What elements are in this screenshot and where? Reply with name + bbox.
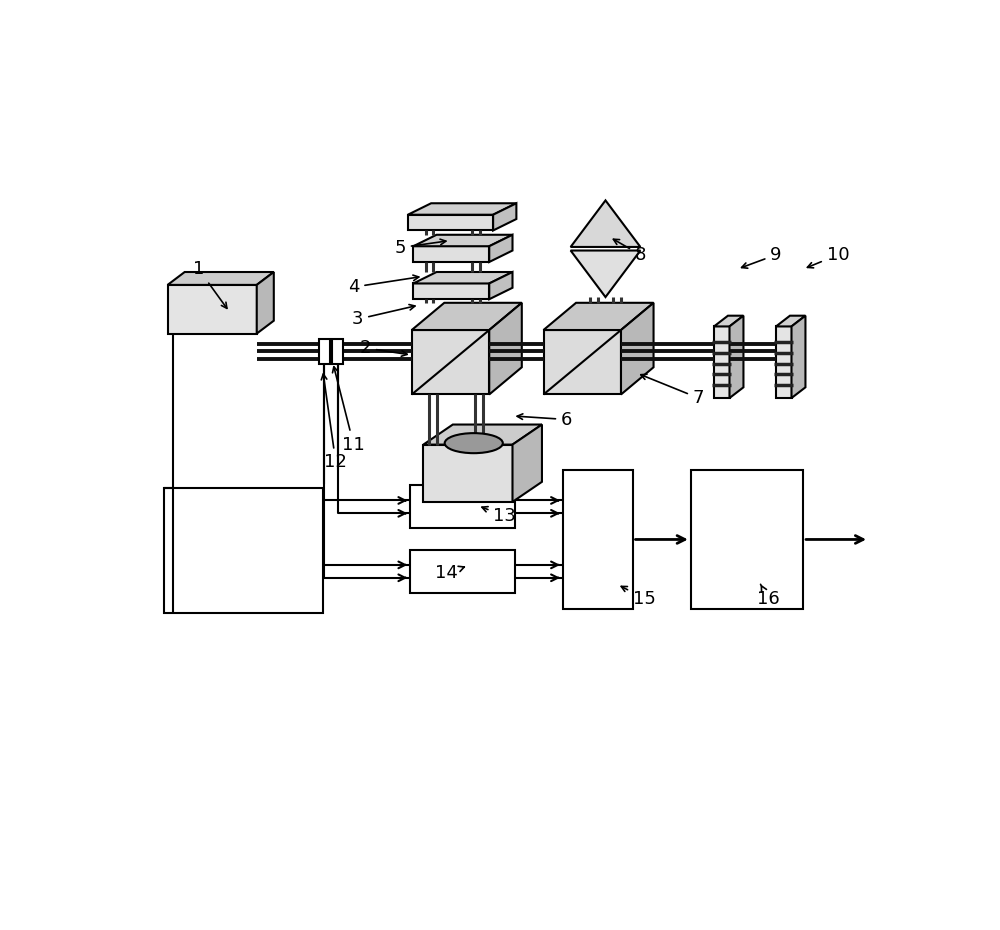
- Polygon shape: [168, 272, 274, 285]
- Polygon shape: [571, 250, 640, 297]
- Bar: [410, 550, 515, 592]
- Text: 11: 11: [333, 366, 365, 454]
- Polygon shape: [493, 204, 516, 231]
- Polygon shape: [489, 303, 522, 394]
- Text: 16: 16: [757, 584, 780, 607]
- Bar: [691, 470, 803, 609]
- Text: 15: 15: [621, 587, 656, 607]
- Polygon shape: [423, 424, 542, 445]
- Polygon shape: [571, 200, 640, 247]
- Polygon shape: [412, 303, 522, 330]
- Text: 1: 1: [193, 260, 227, 309]
- Polygon shape: [792, 315, 805, 398]
- Text: 5: 5: [394, 239, 446, 257]
- Polygon shape: [714, 315, 743, 326]
- Polygon shape: [544, 303, 654, 330]
- Text: 9: 9: [742, 246, 782, 268]
- Polygon shape: [621, 303, 654, 394]
- Text: 12: 12: [321, 374, 347, 472]
- Polygon shape: [408, 215, 493, 231]
- Polygon shape: [413, 284, 489, 299]
- Polygon shape: [168, 285, 257, 334]
- Bar: [164, 487, 323, 613]
- Polygon shape: [512, 424, 542, 502]
- Bar: [410, 485, 515, 528]
- Text: 14: 14: [435, 565, 464, 582]
- Polygon shape: [257, 272, 274, 334]
- Polygon shape: [413, 246, 489, 262]
- Text: 13: 13: [482, 507, 516, 525]
- Polygon shape: [730, 315, 743, 398]
- Text: 10: 10: [807, 246, 849, 268]
- Ellipse shape: [445, 433, 503, 453]
- Polygon shape: [412, 330, 489, 394]
- Bar: [332, 339, 343, 364]
- Polygon shape: [489, 272, 512, 299]
- Text: 2: 2: [360, 339, 407, 357]
- Text: 7: 7: [641, 374, 704, 407]
- Polygon shape: [776, 315, 805, 326]
- Text: 8: 8: [613, 239, 646, 264]
- Text: 6: 6: [517, 410, 572, 429]
- Polygon shape: [714, 326, 730, 398]
- Polygon shape: [776, 326, 792, 398]
- Polygon shape: [489, 234, 512, 262]
- Text: 3: 3: [352, 304, 415, 328]
- Bar: [319, 339, 330, 364]
- Polygon shape: [413, 272, 512, 284]
- Polygon shape: [408, 204, 516, 215]
- Text: 4: 4: [348, 275, 419, 296]
- Bar: [563, 470, 633, 609]
- Polygon shape: [423, 445, 512, 502]
- Polygon shape: [544, 330, 621, 394]
- Polygon shape: [413, 234, 512, 246]
